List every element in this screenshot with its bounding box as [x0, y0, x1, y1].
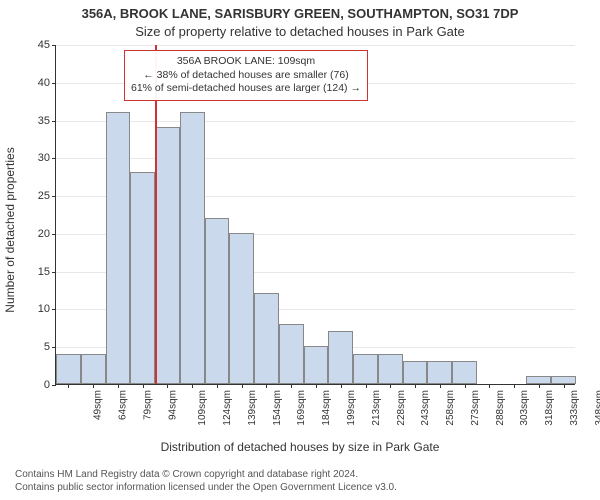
y-axis-label: Number of detached properties — [3, 147, 17, 312]
ytick-mark — [52, 45, 56, 46]
x-axis-label: Distribution of detached houses by size … — [0, 440, 600, 454]
gridline — [56, 158, 575, 159]
annotation-box: 356A BROOK LANE: 109sqm← 38% of detached… — [124, 50, 368, 101]
ytick-mark — [52, 196, 56, 197]
xtick-mark — [341, 384, 342, 388]
xtick-mark — [564, 384, 565, 388]
footer-attribution: Contains HM Land Registry data © Crown c… — [15, 469, 585, 494]
ytick-label: 25 — [38, 190, 50, 202]
ytick-mark — [52, 272, 56, 273]
xtick-mark — [291, 384, 292, 388]
histogram-bar — [328, 331, 353, 384]
xtick-mark — [539, 384, 540, 388]
xtick-label: 213sqm — [371, 390, 382, 426]
xtick-mark — [192, 384, 193, 388]
xtick-mark — [217, 384, 218, 388]
xtick-label: 64sqm — [118, 390, 129, 420]
xtick-label: 333sqm — [569, 390, 580, 426]
xtick-label: 258sqm — [445, 390, 456, 426]
xtick-mark — [167, 384, 168, 388]
xtick-mark — [118, 384, 119, 388]
chart-title-line1: 356A, BROOK LANE, SARISBURY GREEN, SOUTH… — [0, 6, 600, 21]
xtick-label: 169sqm — [297, 390, 308, 426]
ytick-label: 35 — [38, 115, 50, 127]
ytick-mark — [52, 309, 56, 310]
histogram-bar — [81, 354, 106, 384]
ytick-label: 30 — [38, 152, 50, 164]
xtick-mark — [242, 384, 243, 388]
histogram-bar — [427, 361, 452, 384]
histogram-bar — [353, 354, 378, 384]
histogram-bar — [254, 293, 279, 384]
annotation-line: ← 38% of detached houses are smaller (76… — [131, 69, 361, 83]
xtick-label: 243sqm — [420, 390, 431, 426]
ytick-label: 40 — [38, 77, 50, 89]
xtick-mark — [93, 384, 94, 388]
histogram-bar — [180, 112, 205, 384]
xtick-mark — [366, 384, 367, 388]
histogram-bar — [403, 361, 428, 384]
ytick-mark — [52, 158, 56, 159]
xtick-mark — [489, 384, 490, 388]
footer-line2: Contains public sector information licen… — [15, 482, 585, 495]
ytick-label: 10 — [38, 303, 50, 315]
chart-title-line2: Size of property relative to detached ho… — [0, 24, 600, 39]
gridline — [56, 121, 575, 122]
histogram-bar — [130, 172, 155, 384]
xtick-mark — [514, 384, 515, 388]
ytick-label: 0 — [44, 379, 50, 391]
xtick-label: 124sqm — [222, 390, 233, 426]
histogram-bar — [304, 346, 329, 384]
xtick-label: 154sqm — [272, 390, 283, 426]
ytick-label: 20 — [38, 228, 50, 240]
histogram-bar — [106, 112, 131, 384]
histogram-bar — [551, 376, 576, 384]
xtick-mark — [316, 384, 317, 388]
xtick-label: 199sqm — [346, 390, 357, 426]
chart-plot-area: 05101520253035404549sqm64sqm79sqm94sqm10… — [55, 45, 575, 385]
xtick-label: 94sqm — [167, 390, 178, 420]
histogram-bar — [56, 354, 81, 384]
ytick-label: 5 — [44, 341, 50, 353]
xtick-mark — [390, 384, 391, 388]
xtick-label: 273sqm — [470, 390, 481, 426]
histogram-bar — [205, 218, 230, 384]
xtick-label: 139sqm — [247, 390, 258, 426]
histogram-bar — [378, 354, 403, 384]
annotation-line: 61% of semi-detached houses are larger (… — [131, 82, 361, 96]
ytick-mark — [52, 385, 56, 386]
ytick-label: 45 — [38, 39, 50, 51]
xtick-label: 109sqm — [198, 390, 209, 426]
xtick-mark — [415, 384, 416, 388]
xtick-label: 288sqm — [495, 390, 506, 426]
ytick-mark — [52, 121, 56, 122]
xtick-mark — [143, 384, 144, 388]
xtick-mark — [465, 384, 466, 388]
ytick-label: 15 — [38, 266, 50, 278]
ytick-mark — [52, 234, 56, 235]
histogram-bar — [229, 233, 254, 384]
xtick-mark — [266, 384, 267, 388]
histogram-bar — [452, 361, 477, 384]
histogram-bar — [526, 376, 551, 384]
xtick-mark — [68, 384, 69, 388]
ytick-mark — [52, 83, 56, 84]
xtick-mark — [440, 384, 441, 388]
xtick-label: 49sqm — [93, 390, 104, 420]
histogram-bar — [155, 127, 180, 384]
xtick-label: 79sqm — [142, 390, 153, 420]
xtick-label: 228sqm — [396, 390, 407, 426]
xtick-label: 318sqm — [544, 390, 555, 426]
gridline — [56, 45, 575, 46]
xtick-label: 303sqm — [519, 390, 530, 426]
xtick-label: 184sqm — [321, 390, 332, 426]
xtick-label: 348sqm — [594, 390, 600, 426]
annotation-line: 356A BROOK LANE: 109sqm — [131, 55, 361, 69]
footer-line1: Contains HM Land Registry data © Crown c… — [15, 469, 585, 482]
ytick-mark — [52, 347, 56, 348]
histogram-bar — [279, 324, 304, 384]
